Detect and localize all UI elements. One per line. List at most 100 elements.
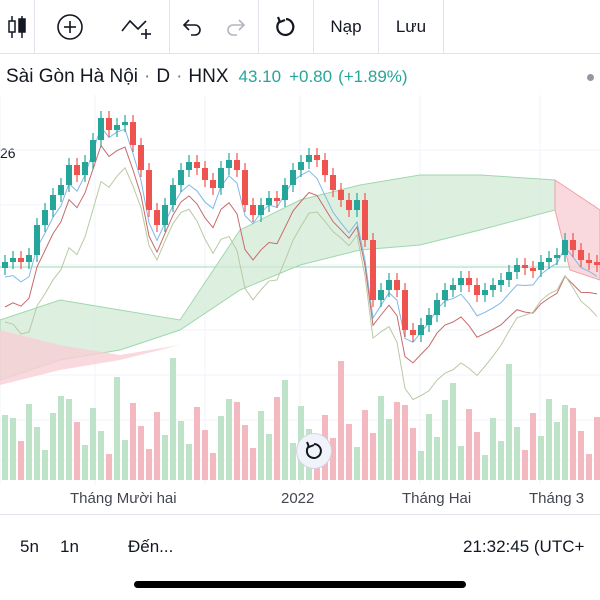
candle-body [154,210,160,225]
candle-body [538,262,544,270]
last-price: 43.10 [238,67,282,86]
candle-body [26,255,32,262]
price-chart[interactable] [0,95,600,485]
candle-body [474,285,480,295]
compare-button[interactable] [105,0,169,54]
candle-body [162,205,168,225]
candle-body [146,170,152,210]
chart-type-button[interactable] [0,0,34,54]
volume-bar [226,399,232,480]
volume-bar [266,434,272,480]
kijun-line [4,144,598,364]
candle-body [594,262,600,265]
volume-bar [474,432,480,480]
candle-body [378,290,384,300]
volume-bar [442,400,448,480]
candle-body [490,285,496,290]
candle-body [290,170,296,185]
candle-body [530,268,536,271]
candle-body [266,198,272,205]
reset-chart-button[interactable] [296,433,332,469]
candle-body [250,205,256,215]
volume-bar [490,418,496,480]
symbol-name[interactable]: Sài Gòn Hà Nội [6,66,139,87]
candle-body [314,155,320,160]
volume-bar [178,421,184,480]
volume-bar [234,402,240,480]
volume-bar [370,433,376,480]
candle-body [2,262,8,268]
reload-button[interactable] [259,0,313,54]
candle-body [170,185,176,205]
candle-body [226,160,232,168]
volume-bar [562,405,568,480]
home-indicator [134,581,466,588]
indicator-value-label: 26 [0,145,16,161]
price-change: +0.80 [289,67,333,86]
time-axis-label: Tháng Hai [402,490,472,507]
range-5d-button[interactable]: 5n [20,537,39,556]
candle-body [434,300,440,315]
save-layout-button[interactable]: Lưu [395,16,427,36]
candle-body [42,210,48,225]
candle-body [90,140,96,162]
separator-dot: · [144,66,151,87]
candle-body [450,285,456,290]
volume-bar [426,414,432,480]
volume-bar [170,358,176,480]
volume-bar [290,443,296,480]
volume-bar [506,364,512,480]
interval[interactable]: D [156,66,171,87]
reload-icon [276,16,295,36]
compare-icon [121,19,151,39]
volume-bar [194,407,200,480]
reset-icon [305,441,322,459]
volume-bar [130,403,136,480]
chikou-line [4,166,598,401]
volume-bar [434,437,440,480]
volume-bar [50,413,56,480]
candle-body [234,160,240,170]
redo-button[interactable] [214,0,258,54]
toolbar-divider [378,0,379,54]
candlesticks [2,111,600,342]
candle-body [306,155,312,162]
volume-bar [530,413,536,480]
volume-bar [106,454,112,480]
candle-body [138,145,144,170]
volume-bar [330,438,336,480]
add-indicator-button[interactable] [35,0,105,54]
candle-body [130,122,136,145]
candle-body [546,258,552,262]
volume-bar [186,444,192,480]
volume-bar [466,409,472,480]
volume-bar [210,453,216,480]
range-1d-button[interactable]: 1n [60,537,79,556]
candle-body [362,200,368,240]
candle-body [10,258,16,262]
toolbar-divider [258,0,259,54]
time-axis-label: Tháng Mười hai [70,490,177,507]
goto-date-button[interactable]: Đến... [128,537,174,556]
candle-body [554,255,560,258]
candle-body [498,280,504,285]
candle-body [122,122,128,125]
volume-bar [74,422,80,480]
volume-bar [250,448,256,480]
candle-body [114,125,120,130]
candle-body [98,118,104,140]
undo-button[interactable] [170,0,214,54]
volume-bar [546,399,552,480]
volume-bar [82,445,88,480]
candle-body [322,160,328,175]
candle-body [370,240,376,300]
clock-timezone[interactable]: 21:32:45 (UTC+ [463,537,585,556]
candle-body [506,272,512,280]
toolbar-divider [34,0,35,54]
candle-body [570,240,576,250]
volume-bar [522,450,528,480]
volume-bar [258,411,264,480]
candle-body [482,290,488,295]
candle-body [402,290,408,330]
load-layout-button[interactable]: Nạp [330,16,362,36]
